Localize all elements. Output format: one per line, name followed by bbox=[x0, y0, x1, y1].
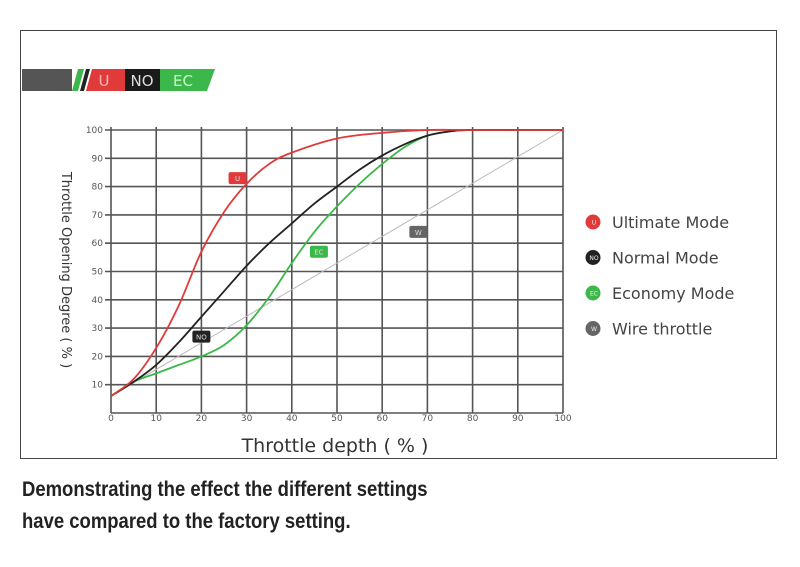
legend-label: Economy Mode bbox=[612, 284, 734, 303]
series-line-ultimate-mode bbox=[110, 128, 563, 397]
series-badge-text: EC bbox=[314, 249, 323, 257]
x-tick-label: 80 bbox=[467, 414, 479, 424]
x-tick-label: 0 bbox=[108, 414, 114, 424]
logo-ec-segment bbox=[160, 69, 215, 91]
series-badge bbox=[192, 330, 211, 343]
legend-marker-icon bbox=[585, 250, 601, 265]
legend-marker-icon bbox=[585, 285, 601, 301]
x-tick-label: 20 bbox=[196, 414, 208, 424]
y-tick-label: 20 bbox=[92, 352, 104, 362]
legend-label: Wire throttle bbox=[612, 320, 712, 339]
y-tick-label: 90 bbox=[92, 154, 104, 164]
chart-frame bbox=[20, 30, 777, 459]
caption-line-1: Demonstrating the effect the different s… bbox=[22, 478, 428, 501]
series-badge-text: NO bbox=[196, 334, 207, 342]
series-badge-text: U bbox=[235, 175, 240, 183]
mode-logo: U NO EC bbox=[22, 69, 215, 91]
y-tick-label: 10 bbox=[92, 381, 104, 391]
series-badge-text: W bbox=[415, 229, 422, 237]
x-tick-label: 10 bbox=[150, 414, 162, 424]
series-badge bbox=[228, 172, 247, 185]
x-tick-label: 70 bbox=[422, 414, 434, 424]
y-axis-label: Throttle Opening Degree ( % ) bbox=[58, 171, 73, 368]
legend-marker-text: W bbox=[591, 326, 597, 333]
x-tick-label: 100 bbox=[554, 414, 571, 424]
x-tick-label: 30 bbox=[241, 414, 253, 424]
legend-marker-icon bbox=[585, 214, 601, 230]
legend-marker-text: EC bbox=[590, 291, 598, 298]
legend-marker-icon bbox=[585, 321, 601, 336]
legend-marker-text: NO bbox=[589, 255, 598, 262]
series-badge bbox=[409, 225, 428, 238]
y-tick-label: 50 bbox=[92, 268, 104, 278]
y-tick-label: 80 bbox=[92, 183, 104, 193]
y-tick-label: 40 bbox=[92, 296, 104, 306]
legend-marker-text: U bbox=[592, 220, 596, 227]
logo-no-segment bbox=[125, 69, 160, 91]
series-line-normal-mode bbox=[110, 128, 564, 397]
legend-label: Ultimate Mode bbox=[612, 213, 729, 232]
legend-label: Normal Mode bbox=[612, 249, 719, 268]
logo-bar bbox=[22, 69, 72, 91]
logo-no: NO bbox=[130, 72, 153, 90]
y-tick-label: 30 bbox=[92, 324, 104, 334]
y-tick-label: 100 bbox=[86, 126, 103, 136]
x-tick-label: 60 bbox=[376, 414, 388, 424]
logo-stripe bbox=[80, 69, 90, 91]
logo-u: U bbox=[99, 72, 110, 90]
caption-line-2: have compared to the factory setting. bbox=[22, 510, 351, 533]
x-tick-label: 50 bbox=[331, 414, 343, 424]
logo-u-segment bbox=[86, 69, 125, 91]
x-tick-label: 90 bbox=[512, 414, 524, 424]
x-tick-label: 40 bbox=[286, 414, 298, 424]
logo-ec: EC bbox=[173, 72, 193, 90]
series-badge bbox=[309, 245, 328, 258]
y-tick-label: 60 bbox=[92, 239, 104, 249]
series-line-wire-throttle bbox=[110, 129, 564, 397]
y-tick-label: 70 bbox=[92, 211, 104, 221]
x-axis-label: Throttle depth ( % ) bbox=[241, 435, 429, 457]
logo-stripe bbox=[72, 69, 84, 91]
